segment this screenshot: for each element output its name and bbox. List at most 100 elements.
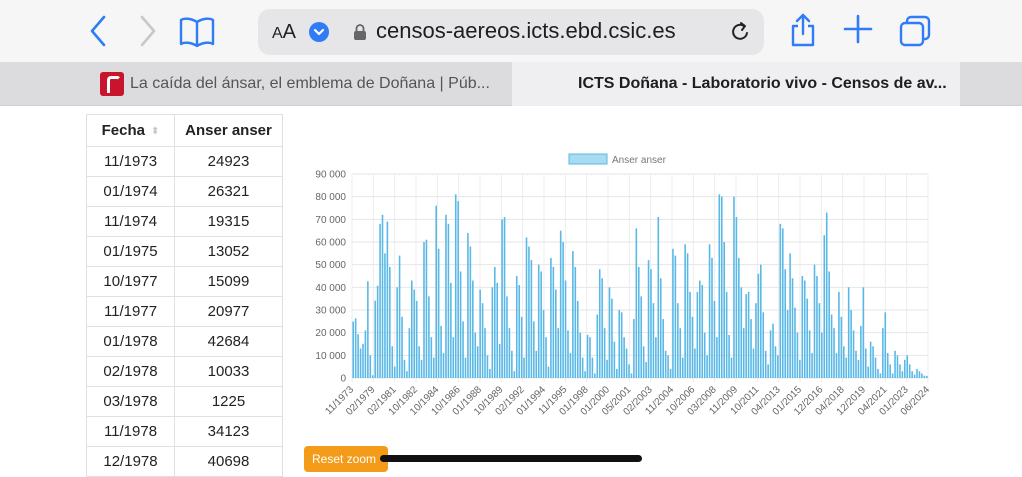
bar — [616, 368, 618, 378]
bar — [411, 280, 413, 378]
bar — [808, 330, 811, 378]
page-settings-button[interactable]: AAAA — [272, 21, 297, 43]
bar — [613, 341, 616, 378]
y-tick-label: 20 000 — [315, 328, 346, 339]
bar — [662, 319, 664, 378]
bar — [511, 350, 513, 378]
bar — [537, 264, 540, 378]
bar — [713, 300, 716, 378]
bar — [406, 371, 408, 378]
extension-badge-icon[interactable] — [309, 22, 329, 42]
bar — [689, 291, 691, 378]
bar — [882, 328, 884, 378]
bar — [706, 355, 708, 378]
bar — [760, 264, 762, 378]
bar — [701, 285, 704, 378]
bar — [755, 303, 757, 378]
column-header-fecha[interactable]: Fecha ⬍ — [86, 114, 175, 147]
share-icon[interactable] — [788, 12, 818, 48]
bar — [742, 328, 745, 378]
home-indicator — [380, 455, 642, 462]
bar — [508, 328, 511, 378]
bar — [540, 271, 542, 378]
reload-icon[interactable] — [728, 20, 752, 44]
bar — [489, 368, 491, 378]
address-bar[interactable]: AAAA censos-aereos.icts.ebd.csic.es — [258, 9, 764, 55]
bar — [567, 330, 569, 378]
table-row: 01/1978 42684 — [86, 326, 283, 357]
bar — [467, 232, 469, 378]
bar — [384, 253, 386, 378]
bar — [791, 278, 794, 378]
bar — [523, 357, 525, 378]
bar — [923, 375, 926, 378]
bar — [513, 371, 516, 378]
bar — [823, 235, 826, 378]
bar — [432, 357, 435, 378]
bar — [530, 260, 533, 378]
tab-publico[interactable]: La caída del ánsar, el emblema de Doñana… — [100, 62, 512, 106]
y-tick-label: 50 000 — [315, 260, 346, 271]
bar — [398, 255, 401, 378]
bar — [396, 287, 398, 378]
bar — [796, 332, 799, 378]
browser-toolbar: AAAA censos-aereos.icts.ebd.csic.es — [0, 0, 1022, 62]
y-tick-label: 60 000 — [315, 238, 346, 249]
bar — [620, 312, 623, 378]
y-tick-label: 40 000 — [315, 283, 346, 294]
reset-zoom-button[interactable]: Reset zoom — [304, 446, 388, 472]
bar — [618, 310, 621, 378]
bar — [454, 194, 457, 378]
bar — [506, 296, 508, 378]
bar — [811, 353, 813, 378]
bar — [584, 371, 586, 378]
census-table: Fecha ⬍ Anser anser 11/1973 24923 01/1974 26… — [86, 114, 283, 477]
bar — [899, 364, 901, 378]
bar — [413, 289, 416, 378]
column-header-anser[interactable]: Anser anser — [174, 114, 283, 147]
y-tick-label: 10 000 — [315, 351, 346, 362]
tabs-overview-icon[interactable] — [898, 14, 932, 48]
cell-anser: 24923 — [174, 146, 283, 177]
bar — [779, 223, 782, 378]
bar — [445, 214, 447, 378]
y-tick-label: 0 — [340, 374, 346, 385]
bar — [806, 298, 808, 378]
bar — [918, 371, 921, 378]
bar — [735, 217, 738, 378]
bar — [611, 298, 613, 378]
bar — [730, 357, 733, 378]
bar — [767, 364, 769, 378]
census-bar-chart[interactable]: Anser anser 0 10 000 20 000 30 000 40 000 50 0… — [296, 146, 946, 446]
bar — [845, 357, 848, 378]
bar — [425, 239, 428, 378]
bar — [667, 355, 669, 378]
tab-icts-donana[interactable]: ✕ ICTS Doñana - Laboratorio vivo - Censo… — [512, 62, 960, 106]
bar — [850, 310, 852, 378]
bar — [669, 368, 672, 378]
bar — [437, 248, 440, 378]
bar — [576, 300, 579, 378]
table-row: 11/1974 19315 — [86, 206, 283, 237]
bar — [852, 330, 855, 378]
cell-fecha: 01/1974 — [86, 176, 175, 207]
bar — [833, 328, 835, 378]
sort-icon[interactable]: ⬍ — [150, 125, 160, 137]
bar — [352, 321, 355, 378]
bar — [772, 323, 774, 378]
bar — [825, 212, 828, 378]
bookmarks-icon[interactable] — [178, 14, 216, 48]
bar — [423, 242, 425, 378]
bar — [860, 325, 862, 378]
new-tab-icon[interactable] — [842, 13, 874, 45]
bar — [723, 242, 725, 378]
bar — [501, 219, 503, 378]
forward-icon[interactable] — [136, 13, 160, 49]
bar — [857, 359, 860, 378]
bar — [545, 337, 547, 378]
bar — [847, 287, 850, 378]
back-icon[interactable] — [86, 13, 110, 49]
table-row: 03/1978 1225 — [86, 386, 283, 417]
table-row: 11/1978 34123 — [86, 416, 283, 447]
bar — [462, 321, 464, 378]
